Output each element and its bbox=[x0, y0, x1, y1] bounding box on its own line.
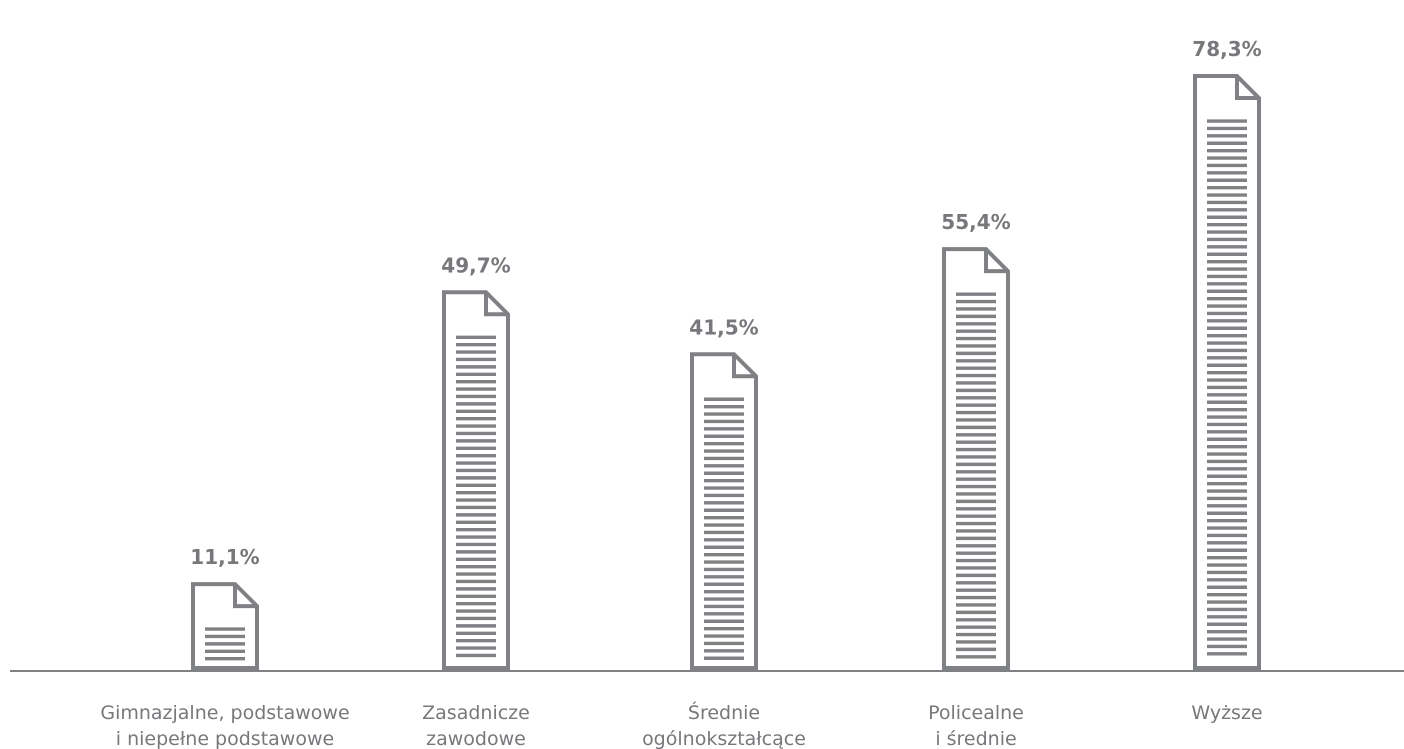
bar-document-3 bbox=[690, 352, 758, 670]
bar-document-1 bbox=[191, 582, 259, 670]
category-label-3: Średnie ogólnokształcące bbox=[642, 700, 806, 749]
bar-outline bbox=[1193, 74, 1261, 670]
bar-fold-corner bbox=[233, 584, 257, 609]
data-label-5: 78,3% bbox=[1192, 37, 1261, 61]
data-label-1: 11,1% bbox=[190, 545, 259, 569]
bar-fold-corner bbox=[1235, 76, 1259, 101]
bar-document-5 bbox=[1193, 74, 1261, 670]
bars-layer bbox=[191, 74, 1261, 670]
bar-outline bbox=[942, 247, 1010, 670]
bar-fold-corner bbox=[732, 354, 756, 379]
bar-fold-corner bbox=[484, 292, 508, 317]
labels-layer: 11,1% Gimnazjalne, podstawowe i niepełne p… bbox=[100, 37, 1262, 749]
bar-outline bbox=[690, 352, 758, 670]
category-label-1: Gimnazjalne, podstawowe i niepełne podsta… bbox=[100, 702, 349, 749]
bar-outline bbox=[191, 582, 259, 670]
bar-document-4 bbox=[942, 247, 1010, 670]
bar-outline bbox=[442, 290, 510, 670]
data-label-3: 41,5% bbox=[689, 315, 758, 339]
data-label-2: 49,7% bbox=[441, 253, 510, 277]
category-label-5: Wyższe bbox=[1191, 702, 1262, 724]
bar-fold-corner bbox=[984, 249, 1008, 274]
category-label-2: Zasadnicze zawodowe bbox=[422, 702, 530, 749]
category-label-4: Policealne i średnie bbox=[928, 702, 1024, 749]
data-label-4: 55,4% bbox=[941, 210, 1010, 234]
bar-document-2 bbox=[442, 290, 510, 670]
